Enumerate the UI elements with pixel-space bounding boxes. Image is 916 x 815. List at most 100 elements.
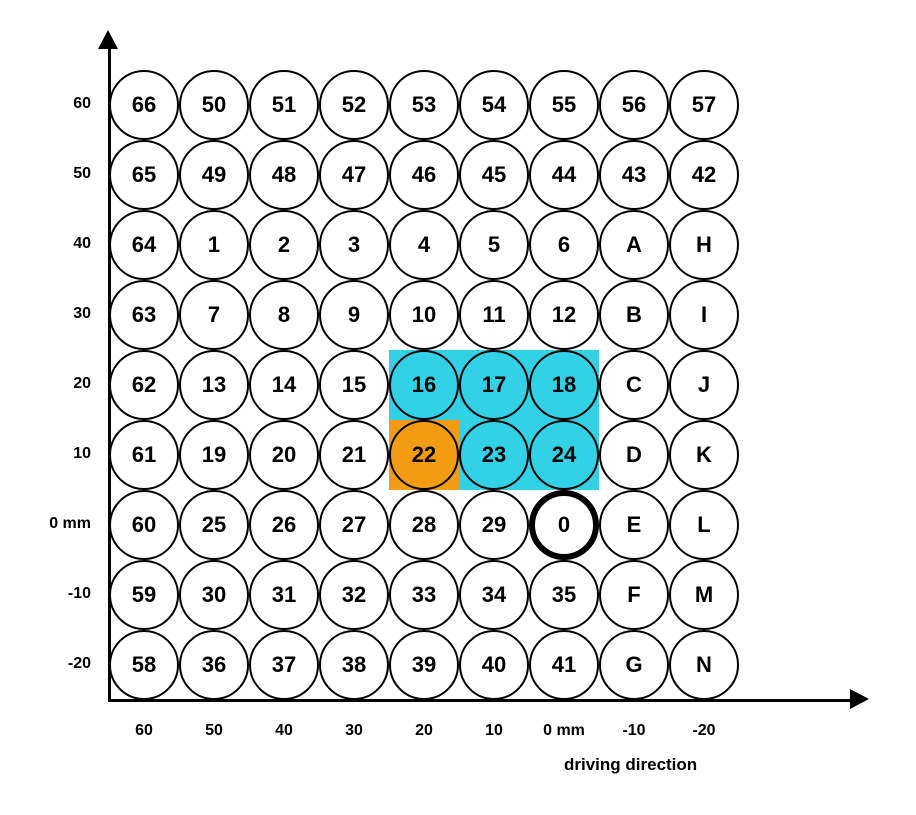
grid-node-label: 32 xyxy=(342,582,366,608)
grid-node-label: 51 xyxy=(272,92,296,118)
grid-node: 41 xyxy=(529,630,599,700)
grid-node: 30 xyxy=(179,560,249,630)
grid-node-label: 11 xyxy=(482,302,505,328)
grid-node: 8 xyxy=(249,280,319,350)
grid-node-label: 8 xyxy=(278,302,290,328)
x-tick-label: 0 mm xyxy=(534,722,594,740)
grid-node: 37 xyxy=(249,630,319,700)
grid-node: 38 xyxy=(319,630,389,700)
grid-node-label: 41 xyxy=(552,652,576,678)
grid-node-label: B xyxy=(626,302,642,328)
grid-node: 66 xyxy=(109,70,179,140)
grid-node: 65 xyxy=(109,140,179,210)
grid-node-label: 59 xyxy=(132,582,156,608)
grid-node: 23 xyxy=(459,420,529,490)
grid-node: E xyxy=(599,490,669,560)
grid-node: 35 xyxy=(529,560,599,630)
grid-node: 6 xyxy=(529,210,599,280)
grid-node: 60 xyxy=(109,490,179,560)
x-tick-label: 30 xyxy=(324,722,384,740)
grid-node-label: 16 xyxy=(412,372,436,398)
grid-node-label: 42 xyxy=(692,162,716,188)
grid-node: F xyxy=(599,560,669,630)
grid-node-label: 22 xyxy=(412,442,436,468)
x-tick-label: -10 xyxy=(604,722,664,740)
grid-node: 28 xyxy=(389,490,459,560)
grid-node-label: 26 xyxy=(272,512,296,538)
grid-node-label: G xyxy=(625,652,642,678)
grid-node-label: 43 xyxy=(622,162,646,188)
grid-node: 21 xyxy=(319,420,389,490)
grid-node: L xyxy=(669,490,739,560)
grid-node: 12 xyxy=(529,280,599,350)
grid-node-label: 37 xyxy=(272,652,296,678)
grid-node-label: 23 xyxy=(482,442,506,468)
grid-node-label: 17 xyxy=(482,372,506,398)
y-tick-label: 10 xyxy=(73,445,91,463)
grid-node: 53 xyxy=(389,70,459,140)
grid-node-label: H xyxy=(696,232,712,258)
grid-node: 54 xyxy=(459,70,529,140)
grid-node-label: M xyxy=(695,582,713,608)
x-tick-label: 50 xyxy=(184,722,244,740)
grid-node: 43 xyxy=(599,140,669,210)
grid-node-label: 34 xyxy=(482,582,506,608)
grid-node-label: 14 xyxy=(272,372,296,398)
grid-node: N xyxy=(669,630,739,700)
x-tick-label: -20 xyxy=(674,722,734,740)
grid-node-label: 3 xyxy=(348,232,360,258)
grid-node-label: 64 xyxy=(132,232,156,258)
grid-node: 15 xyxy=(319,350,389,420)
grid-node-label: 21 xyxy=(342,442,366,468)
grid-node: 51 xyxy=(249,70,319,140)
grid-node-label: 46 xyxy=(412,162,436,188)
grid-node-label: 50 xyxy=(202,92,226,118)
grid-node-label: 55 xyxy=(552,92,576,118)
grid-node: 50 xyxy=(179,70,249,140)
grid-node: 48 xyxy=(249,140,319,210)
y-tick-label: 60 xyxy=(73,95,91,113)
y-axis-arrow xyxy=(98,30,118,49)
grid-node: 40 xyxy=(459,630,529,700)
grid-node-label: 61 xyxy=(132,442,156,468)
grid-node: G xyxy=(599,630,669,700)
y-tick-label: 50 xyxy=(73,165,91,183)
x-axis-label: driving direction xyxy=(564,755,697,775)
grid-node-label: 10 xyxy=(412,302,436,328)
grid-node-label: 35 xyxy=(552,582,576,608)
grid-node: 16 xyxy=(389,350,459,420)
grid-node: 27 xyxy=(319,490,389,560)
reference-node: 0 xyxy=(529,490,599,560)
grid-node: J xyxy=(669,350,739,420)
x-tick-label: 40 xyxy=(254,722,314,740)
grid-node: 24 xyxy=(529,420,599,490)
y-tick-label: -20 xyxy=(68,655,91,673)
grid-node: 64 xyxy=(109,210,179,280)
grid-node-label: 1 xyxy=(208,232,220,258)
grid-node: 20 xyxy=(249,420,319,490)
grid-node: 45 xyxy=(459,140,529,210)
grid-node: 46 xyxy=(389,140,459,210)
grid-node-label: 39 xyxy=(412,652,436,678)
x-axis xyxy=(108,699,857,702)
grid-node: 56 xyxy=(599,70,669,140)
grid-node-label: 20 xyxy=(272,442,296,468)
grid-node-label: F xyxy=(627,582,640,608)
grid-node: 2 xyxy=(249,210,319,280)
grid-node-label: 9 xyxy=(348,302,360,328)
grid-node-label: 45 xyxy=(482,162,506,188)
grid-node-label: D xyxy=(626,442,642,468)
grid-node-label: E xyxy=(627,512,642,538)
grid-node: 22 xyxy=(389,420,459,490)
grid-node-label: 28 xyxy=(412,512,436,538)
grid-node: 57 xyxy=(669,70,739,140)
grid-node-label: 33 xyxy=(412,582,436,608)
grid-node-label: 18 xyxy=(552,372,576,398)
grid-node-label: 7 xyxy=(208,302,220,328)
grid-node: 62 xyxy=(109,350,179,420)
grid-node-label: 5 xyxy=(488,232,500,258)
grid-node-label: 63 xyxy=(132,302,156,328)
grid-node: 1 xyxy=(179,210,249,280)
grid-node: I xyxy=(669,280,739,350)
grid-node: 42 xyxy=(669,140,739,210)
